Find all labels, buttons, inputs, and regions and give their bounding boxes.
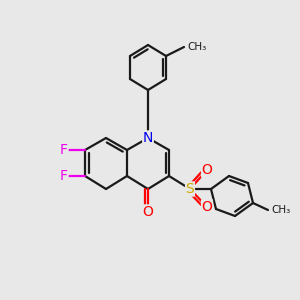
Text: F: F [60, 143, 68, 157]
Text: S: S [186, 182, 194, 196]
Text: O: O [142, 205, 153, 219]
Text: CH₃: CH₃ [271, 205, 290, 215]
Text: O: O [202, 200, 212, 214]
Text: CH₃: CH₃ [187, 42, 206, 52]
Text: O: O [202, 163, 212, 177]
Text: N: N [143, 131, 153, 145]
Text: F: F [60, 169, 68, 183]
